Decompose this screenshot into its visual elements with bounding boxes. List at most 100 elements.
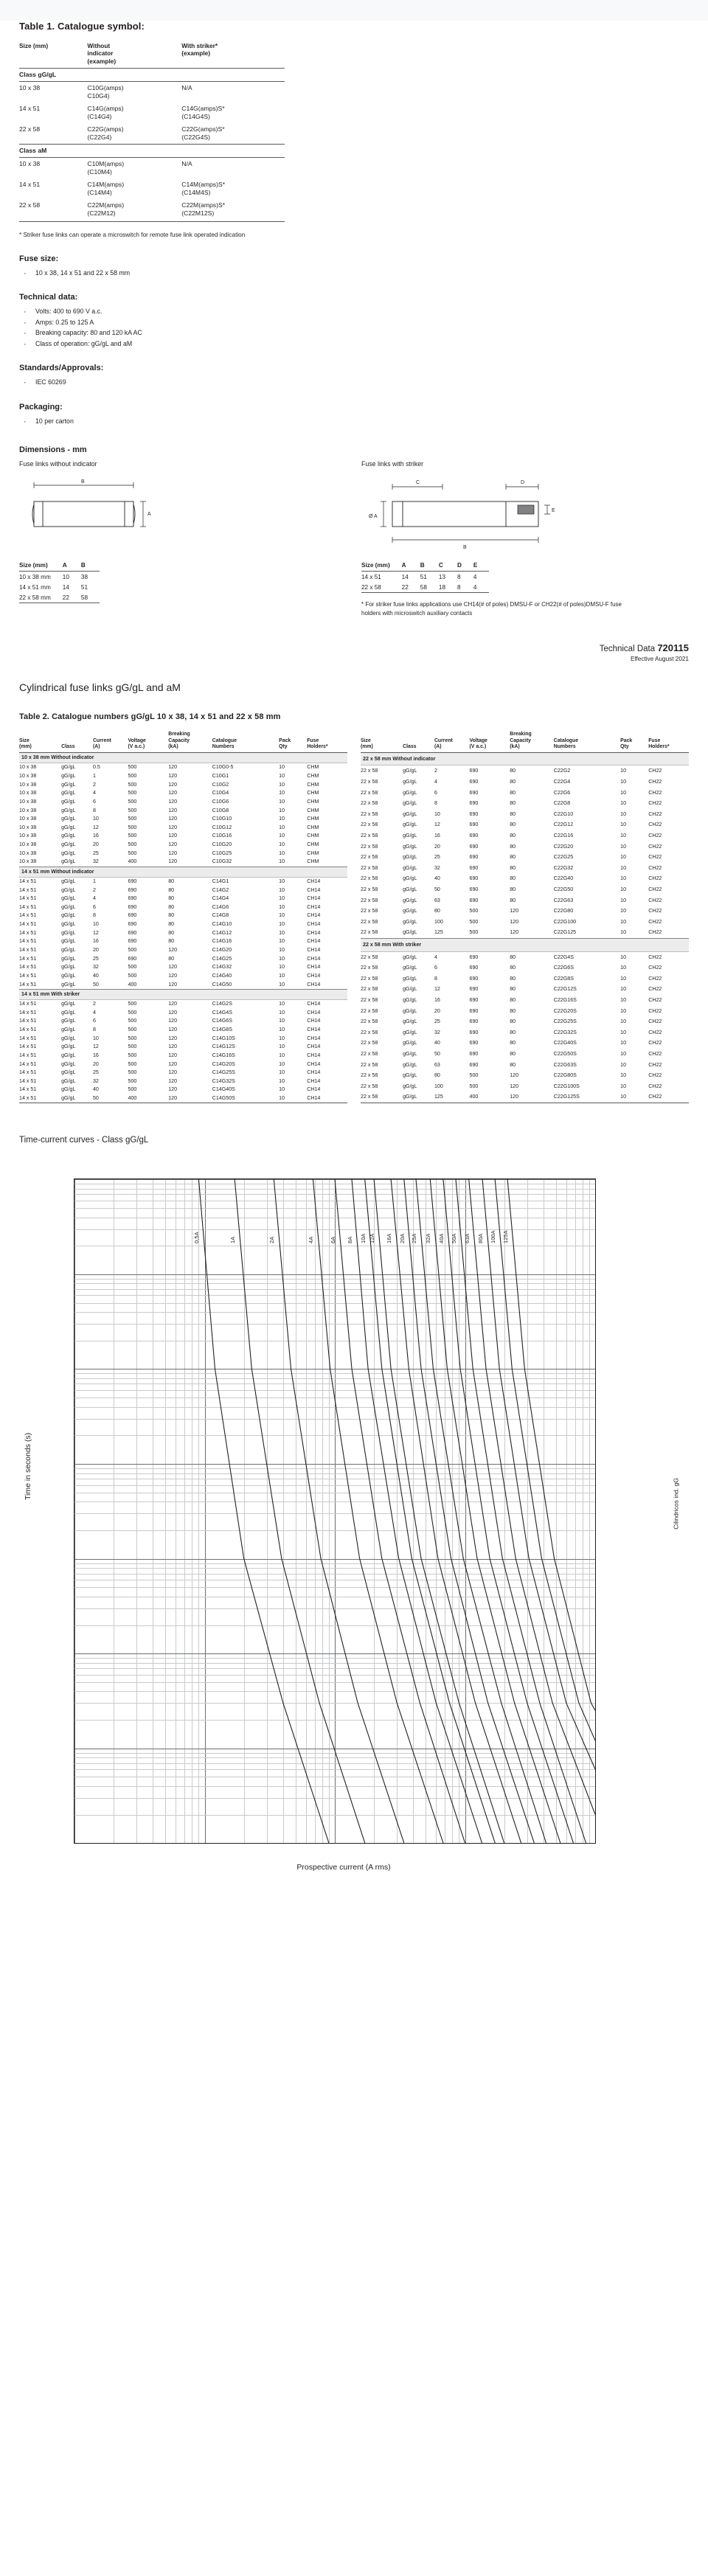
table2-cell: CH22 xyxy=(648,833,662,839)
standards-list: IEC 60269 xyxy=(19,376,689,389)
chart-curve-label: 6A xyxy=(330,1237,336,1244)
table2-cell: 22 x 58 xyxy=(361,822,378,828)
table2-cell: C22G6 xyxy=(553,789,571,796)
dim-header-cell: Size (mm) xyxy=(19,562,63,572)
table1-cell-without: C10G(amps) C10G4) xyxy=(87,81,182,103)
table2-row: 22 x 58 gG/gL 32 690 80 C22G32S 10 CH22 xyxy=(361,1027,689,1038)
table2-group-row: 14 x 51 mm With striker xyxy=(19,988,347,1000)
page2-header: Technical Data 720115 Effective August 2… xyxy=(19,617,689,662)
table2-row: 14 x 51 gG/gL 50 400 120 C14G50S 10 CH14 xyxy=(19,1094,347,1104)
table2-cell: C14G20S xyxy=(212,1060,235,1067)
table2-cell: 14 x 51 xyxy=(19,1044,37,1050)
table1-cell-striker: N/A xyxy=(181,157,285,179)
table2-header-cell: Breaking Capacity (kA) xyxy=(510,732,554,754)
table2-title: Table 2. Catalogue numbers gG/gL 10 x 38… xyxy=(19,712,281,722)
table2-cell: 80 xyxy=(510,822,516,828)
table2-cell: CH22 xyxy=(648,843,662,850)
table1-header-size: Size (mm) xyxy=(19,42,49,49)
table2-cell: 20 xyxy=(434,843,440,850)
table1-row: 10 x 38 C10G(amps) C10G4) N/A xyxy=(19,81,285,103)
table1-cell-without: C10M(amps) (C10M4) xyxy=(87,157,182,179)
table2-cell: gG/gL xyxy=(403,1029,417,1035)
table2-cell: CH14 xyxy=(307,938,321,945)
table2-cell: CH22 xyxy=(648,929,662,936)
table2-cell: 500 xyxy=(128,790,137,796)
table2-cell: gG/gL xyxy=(403,864,417,871)
table2-cell: 14 x 51 xyxy=(19,938,37,945)
table2-cell: 10 xyxy=(279,1069,285,1076)
table2-cell: C14G8 xyxy=(212,912,229,919)
table2-row: 22 x 58 gG/gL 100 500 120 C22G100S 10 CH22 xyxy=(361,1081,689,1092)
table2-cell: 4 xyxy=(434,954,437,960)
chart-gridline-h xyxy=(74,1485,595,1486)
table2-cell: 10 xyxy=(434,810,440,817)
chart-gridline-v xyxy=(555,1179,557,1844)
chart-gridline-h xyxy=(74,1464,595,1465)
table2-cell: 100 xyxy=(434,918,443,925)
table2-cell: CHM xyxy=(307,772,319,779)
table2-cell: 20 xyxy=(434,1007,440,1014)
table2-cell: 80 xyxy=(510,768,516,774)
table2-cell: gG/gL xyxy=(61,781,76,788)
table2-row: 14 x 51 gG/gL 1 690 80 C14G1 10 CH14 xyxy=(19,877,347,886)
table2-cell: 14 x 51 xyxy=(19,1052,37,1058)
table2-cell: gG/gL xyxy=(403,908,417,914)
table2-cell: 25 xyxy=(92,1069,99,1076)
table2-cell: 80 xyxy=(510,854,516,861)
table2-cell: 22 x 58 xyxy=(361,996,378,1003)
table2-cell: 80 xyxy=(510,1018,516,1025)
table2-cell: 10 xyxy=(620,1050,627,1057)
table2-cell: 10 xyxy=(279,1077,285,1084)
table2-cell: 14 x 51 xyxy=(19,1069,37,1076)
table2-cell: 16 xyxy=(92,1052,99,1058)
table2-cell: 8 xyxy=(434,800,437,807)
table2-row: 14 x 51 gG/gL 12 500 120 C14G12S 10 CH14 xyxy=(19,1043,347,1052)
chart-gridline-v xyxy=(136,1179,138,1844)
dim-header-cell: B xyxy=(80,562,100,572)
table2-cell: 500 xyxy=(128,1027,137,1032)
table2-cell: 80 xyxy=(168,903,175,910)
table2-cell: 690 xyxy=(469,1029,479,1035)
table2-cell: CH22 xyxy=(648,875,662,882)
table2-cell: CHM xyxy=(307,824,319,830)
table1-group-label: Class aM xyxy=(19,144,285,158)
table2-cell: C14G40S xyxy=(212,1086,235,1093)
table2-cell: 10 xyxy=(620,875,627,882)
table2-cell: 12 xyxy=(92,1044,99,1050)
table2-row: 14 x 51 gG/gL 20 500 120 C14G20S 10 CH14 xyxy=(19,1060,347,1069)
chart-gridline-h xyxy=(74,1373,595,1375)
table2-cell: CH22 xyxy=(648,1072,662,1079)
table2-cell: 690 xyxy=(469,1018,479,1025)
table2-cell: 125 xyxy=(434,929,443,936)
chart-gridline-v xyxy=(243,1179,245,1844)
table2-cell: 10 xyxy=(620,843,627,850)
table2-cell: 690 xyxy=(469,1050,479,1057)
chart-curve-label: 4A xyxy=(308,1237,315,1244)
dim-header-cell: Size (mm) xyxy=(361,562,402,572)
table2-cell: C14G8S xyxy=(212,1027,232,1032)
table2-cell: C14G32S xyxy=(212,1077,235,1084)
table2-cell: 40 xyxy=(92,1086,99,1093)
table2-cell: 120 xyxy=(168,798,178,805)
table2-cell: 120 xyxy=(510,929,519,936)
table1-cell-striker: C22M(amps)S* (C22M12S) xyxy=(181,201,226,218)
table2-cell: 500 xyxy=(469,929,479,936)
table2-cell: 10 xyxy=(279,947,285,954)
table2-row: 22 x 58 gG/gL 10 690 80 C22G10 10 CH22 xyxy=(361,809,689,820)
table2-cell: 10 xyxy=(620,986,627,993)
table2-cell: 10 xyxy=(620,965,627,971)
table2-cell: 10 xyxy=(620,1029,627,1035)
dim-row: 14 x 51 14 51 13 8 4 xyxy=(361,572,489,583)
table2-cell: CHM xyxy=(307,816,319,822)
table2-left-body: 10 x 38 mm Without indicator 10 x 38 gG/gL… xyxy=(19,752,347,1104)
table2-cell: 12 xyxy=(92,929,99,936)
dim-cell: 22 x 58 xyxy=(361,582,402,594)
table2-cell: C22G32S xyxy=(553,1029,577,1035)
table2-cell: 120 xyxy=(168,790,178,796)
table2-cell: 80 xyxy=(434,1072,440,1079)
table2-cell: 80 xyxy=(510,965,516,971)
table2-cell: CH22 xyxy=(648,1061,662,1068)
table2-cell: 22 x 58 xyxy=(361,1007,378,1014)
table2-row: 10 x 38 gG/gL 10 500 120 C10G10 10 CHM xyxy=(19,815,347,824)
chart-curve-label: 8A xyxy=(347,1237,353,1244)
